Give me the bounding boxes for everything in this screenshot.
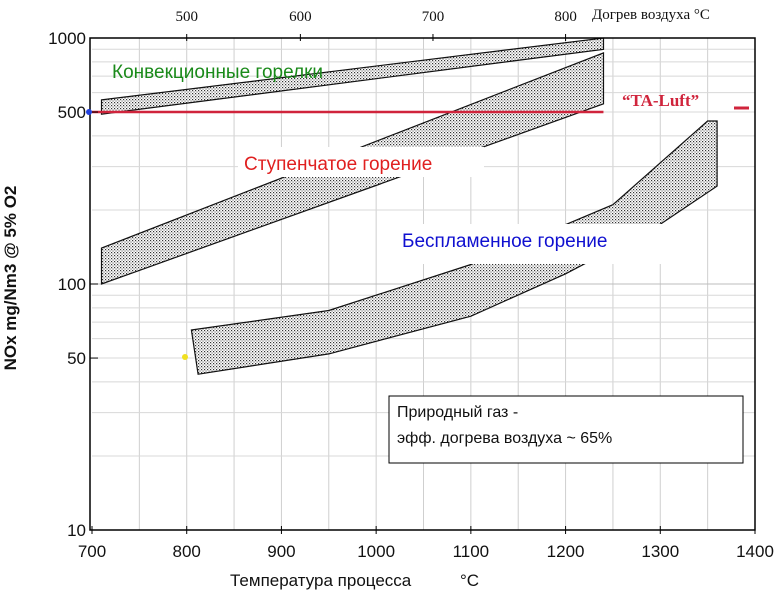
y-tick-label: 500 — [58, 103, 86, 122]
band-0 — [100, 37, 605, 115]
label-staged-bg — [238, 147, 484, 177]
x-tick-label: 900 — [267, 542, 295, 561]
label-staged: Ступенчатое горение — [244, 154, 432, 175]
x-ticks: 700 800 900 1000 1100 1200 1300 1400 — [78, 526, 774, 561]
label-convective: Конвекционные горелки — [112, 62, 323, 83]
x-tick-label: 700 — [78, 542, 106, 561]
marker-yellow — [182, 354, 188, 360]
annotation-line2: эфф. догрева воздуха ~ 65% — [397, 430, 612, 447]
x-tick-label: 1300 — [641, 542, 679, 561]
y-tick-label: 50 — [67, 349, 86, 368]
x-tick-label: 1200 — [547, 542, 585, 561]
x-axis-unit: °C — [460, 571, 479, 590]
top-tick-label: 800 — [554, 9, 577, 25]
x-tick-label: 1000 — [357, 542, 395, 561]
emission-bands — [100, 37, 718, 375]
annotation-line1: Природный газ - — [397, 404, 518, 421]
ta-luft-label: “TA-Luft” — [622, 91, 699, 110]
x-tick-label: 1100 — [453, 542, 490, 561]
top-tick-label: 500 — [175, 9, 198, 25]
label-flameless: Беспламенное горение — [402, 231, 607, 252]
y-tick-label: 1000 — [48, 29, 86, 48]
x-axis-title: Температура процесса — [230, 571, 412, 590]
marker-blue — [86, 109, 92, 115]
top-tick-label: 600 — [289, 9, 312, 25]
y-axis-title: NOx mg/Nm3 @ 5% O2 — [1, 186, 20, 371]
x-tick-label: 800 — [173, 542, 201, 561]
x-tick-label: 1400 — [736, 542, 774, 561]
top-axis-title: Догрев воздуха °C — [592, 7, 710, 23]
y-ticks: 1000 500 100 50 10 — [48, 29, 98, 540]
y-tick-label: 10 — [67, 521, 86, 540]
y-tick-label: 100 — [58, 275, 86, 294]
annotation-box — [388, 395, 744, 464]
top-tick-label: 700 — [422, 9, 445, 25]
top-ticks: 500 600 700 800 — [175, 9, 577, 41]
label-flameless-bg — [394, 224, 678, 264]
